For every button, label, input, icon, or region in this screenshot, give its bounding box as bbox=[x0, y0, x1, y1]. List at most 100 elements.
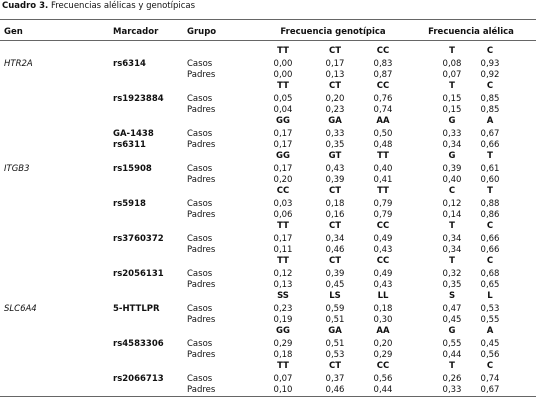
allele-label: G bbox=[448, 326, 456, 336]
genotype-label: GA bbox=[328, 326, 342, 336]
gene-name: SLC6A4 bbox=[4, 304, 37, 314]
allele-freq: 0,44 bbox=[442, 350, 462, 360]
genotype-freq: 0,56 bbox=[373, 374, 393, 384]
genotype-freq: 0,12 bbox=[273, 269, 293, 279]
allele-freq: 0,40 bbox=[442, 175, 462, 185]
rule bbox=[0, 396, 536, 397]
genotype-label: TT bbox=[277, 46, 289, 56]
genotype-label: CC bbox=[376, 81, 390, 91]
allele-label: S bbox=[448, 291, 456, 301]
allele-freq: 0,66 bbox=[480, 234, 500, 244]
genotype-freq: 0,18 bbox=[325, 199, 345, 209]
genotype-freq: 0,35 bbox=[325, 140, 345, 150]
header-gene: Gen bbox=[4, 27, 23, 37]
genotype-freq: 0,87 bbox=[373, 70, 393, 80]
rule bbox=[0, 40, 536, 41]
allele-freq: 0,55 bbox=[442, 339, 462, 349]
genotype-freq: 0,40 bbox=[373, 164, 393, 174]
genotype-freq: 0,79 bbox=[373, 199, 393, 209]
genotype-label: AA bbox=[376, 116, 390, 126]
genotype-freq: 0,11 bbox=[273, 245, 293, 255]
genotype-label: TT bbox=[277, 256, 289, 266]
header-genotype: Frecuencia genotípica bbox=[280, 27, 386, 37]
genotype-label: CT bbox=[328, 221, 342, 231]
genotype-label: GG bbox=[276, 116, 290, 126]
group: Padres bbox=[187, 280, 216, 290]
genotype-label: TT bbox=[377, 186, 389, 196]
allele-label: T bbox=[449, 81, 455, 91]
header-group: Grupo bbox=[187, 27, 217, 37]
caption-label: Cuadro 3. bbox=[2, 1, 49, 11]
allele-label: G bbox=[448, 151, 456, 161]
gene-name: HTR2A bbox=[4, 59, 33, 69]
allele-freq: 0,92 bbox=[480, 70, 500, 80]
genotype-freq: 0,00 bbox=[273, 59, 293, 69]
genotype-freq: 0,20 bbox=[373, 339, 393, 349]
genotype-freq: 0,83 bbox=[373, 59, 393, 69]
group: Padres bbox=[187, 210, 216, 220]
allele-freq: 0,34 bbox=[442, 234, 462, 244]
group: Padres bbox=[187, 105, 216, 115]
marker-name: rs15908 bbox=[113, 164, 152, 174]
allele-freq: 0,45 bbox=[442, 315, 462, 325]
genotype-freq: 0,29 bbox=[373, 350, 393, 360]
genotype-freq: 0,49 bbox=[373, 269, 393, 279]
allele-freq: 0,85 bbox=[480, 105, 500, 115]
genotype-label: TT bbox=[277, 81, 289, 91]
group: Padres bbox=[187, 140, 216, 150]
allele-freq: 0,34 bbox=[442, 245, 462, 255]
marker-name: rs6311 bbox=[113, 140, 146, 150]
allele-label: C bbox=[486, 361, 494, 371]
group: Padres bbox=[187, 245, 216, 255]
allele-freq: 0,60 bbox=[480, 175, 500, 185]
allele-freq: 0,56 bbox=[480, 350, 500, 360]
genotype-label: CT bbox=[328, 81, 342, 91]
caption-text: Frecuencias alélicas y genotípicas bbox=[50, 1, 196, 11]
genotype-freq: 0,23 bbox=[325, 105, 345, 115]
genotype-freq: 0,04 bbox=[273, 105, 293, 115]
genotype-label: GG bbox=[276, 151, 290, 161]
genotype-freq: 0,20 bbox=[325, 94, 345, 104]
allele-freq: 0,85 bbox=[480, 94, 500, 104]
genotype-freq: 0,51 bbox=[325, 315, 345, 325]
caption: Cuadro 3. Frecuencias alélicas y genotíp… bbox=[2, 1, 195, 11]
allele-freq: 0,66 bbox=[480, 140, 500, 150]
group: Casos bbox=[187, 339, 213, 349]
genotype-label: CT bbox=[328, 256, 342, 266]
group: Casos bbox=[187, 199, 213, 209]
genotype-freq: 0,03 bbox=[273, 199, 293, 209]
genotype-freq: 0,05 bbox=[273, 94, 293, 104]
genotype-freq: 0,13 bbox=[325, 70, 345, 80]
genotype-freq: 0,43 bbox=[373, 245, 393, 255]
genotype-freq: 0,23 bbox=[273, 304, 293, 314]
allele-freq: 0,39 bbox=[442, 164, 462, 174]
genotype-freq: 0,45 bbox=[325, 280, 345, 290]
group: Padres bbox=[187, 70, 216, 80]
genotype-freq: 0,19 bbox=[273, 315, 293, 325]
allele-freq: 0,53 bbox=[480, 304, 500, 314]
genotype-label: AA bbox=[376, 326, 390, 336]
genotype-label: GT bbox=[328, 151, 342, 161]
allele-label: C bbox=[486, 256, 494, 266]
genotype-label: CC bbox=[376, 361, 390, 371]
marker-name: rs1923884 bbox=[113, 94, 164, 104]
group: Casos bbox=[187, 129, 213, 139]
genotype-freq: 0,17 bbox=[325, 59, 345, 69]
marker-name: 5-HTTLPR bbox=[113, 304, 160, 314]
genotype-label: CC bbox=[376, 46, 390, 56]
marker-name: rs2056131 bbox=[113, 269, 164, 279]
genotype-label: SS bbox=[277, 291, 289, 301]
genotype-freq: 0,76 bbox=[373, 94, 393, 104]
genotype-freq: 0,13 bbox=[273, 280, 293, 290]
group: Casos bbox=[187, 164, 213, 174]
genotype-label: GG bbox=[276, 326, 290, 336]
allele-freq: 0,33 bbox=[442, 385, 462, 395]
genotype-freq: 0,39 bbox=[325, 175, 345, 185]
marker-name: rs5918 bbox=[113, 199, 146, 209]
allele-freq: 0,67 bbox=[480, 129, 500, 139]
allele-freq: 0,93 bbox=[480, 59, 500, 69]
genotype-freq: 0,53 bbox=[325, 350, 345, 360]
allele-label: C bbox=[486, 221, 494, 231]
genotype-freq: 0,00 bbox=[273, 70, 293, 80]
group: Casos bbox=[187, 269, 213, 279]
